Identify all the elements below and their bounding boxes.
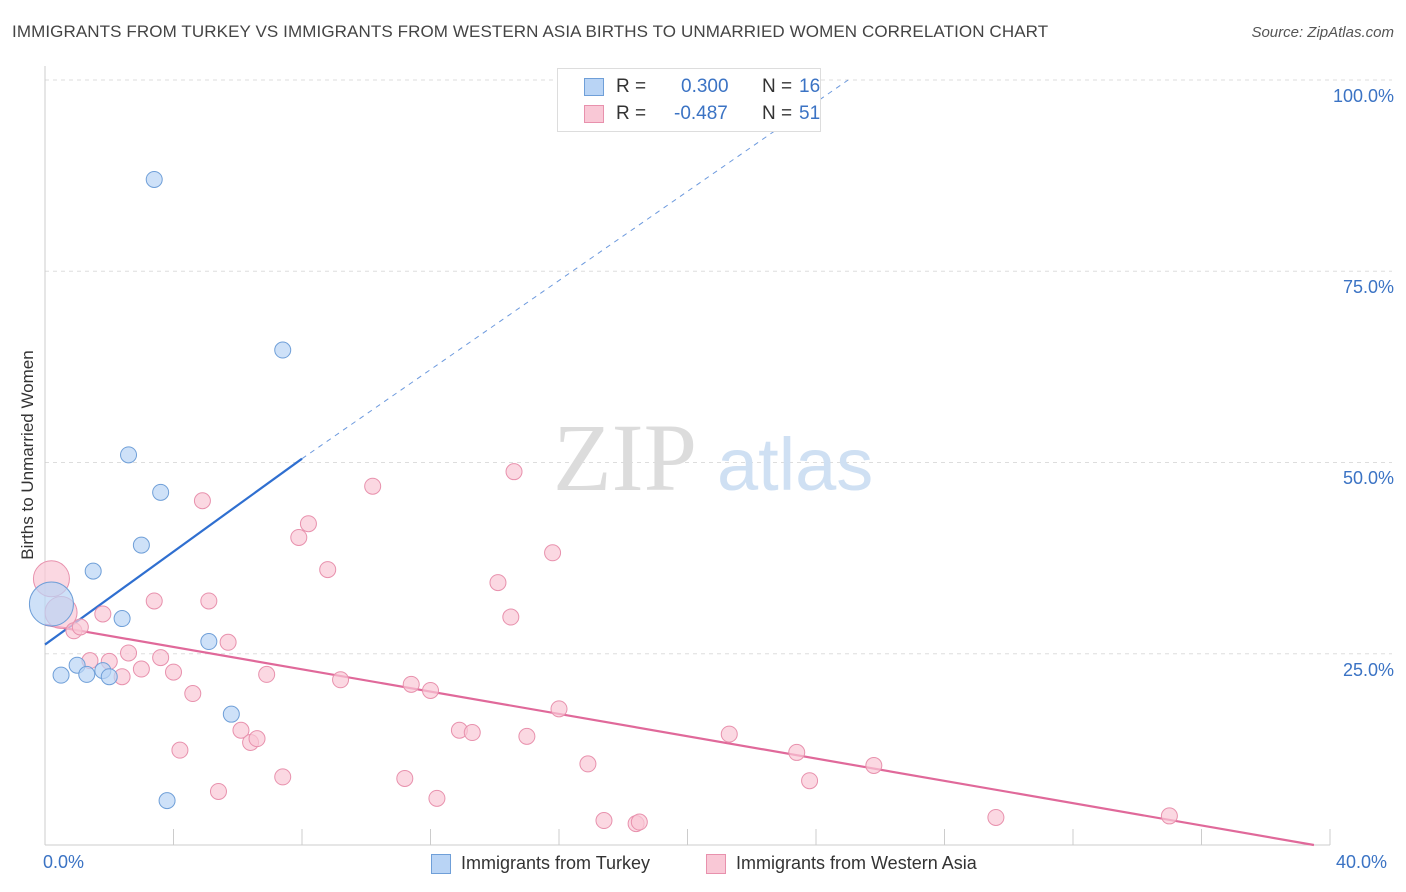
series-swatch-western-asia: [706, 854, 726, 874]
point-turkey: [52, 666, 70, 684]
point-western-asia: [132, 660, 150, 678]
point-turkey: [120, 446, 138, 464]
point-western-asia: [364, 477, 382, 495]
point-turkey: [274, 341, 292, 359]
data-points: [28, 170, 1178, 833]
point-western-asia: [209, 782, 227, 800]
point-western-asia: [630, 813, 648, 831]
point-western-asia: [193, 492, 211, 510]
watermark-atlas: atlas: [717, 423, 873, 506]
point-western-asia: [579, 755, 597, 773]
series-label-turkey: Immigrants from Turkey: [461, 853, 651, 873]
point-western-asia: [801, 772, 819, 790]
point-western-asia: [120, 644, 138, 662]
point-western-asia: [165, 663, 182, 681]
series-label-western-asia: Immigrants from Western Asia: [736, 853, 977, 873]
legend-n-label: N =: [762, 76, 793, 97]
point-western-asia: [145, 592, 163, 610]
legend-r-label: R =: [616, 76, 647, 97]
point-western-asia: [319, 561, 337, 579]
point-western-asia: [396, 769, 414, 787]
x-tick-min: 0.0%: [43, 852, 85, 872]
point-western-asia: [505, 463, 523, 481]
point-western-asia: [428, 789, 446, 807]
y-tick-50: 50.0%: [1342, 468, 1394, 488]
y-tick-100: 100.0%: [1332, 86, 1394, 106]
point-western-asia: [258, 665, 276, 683]
x-tick-max: 40.0%: [1336, 852, 1388, 872]
legend-swatch-western-asia: [584, 105, 604, 123]
point-western-asia: [290, 528, 308, 546]
point-western-asia: [865, 756, 883, 774]
legend-n-label: N =: [762, 103, 793, 124]
chart-title: IMMIGRANTS FROM TURKEY VS IMMIGRANTS FRO…: [12, 22, 1049, 41]
point-western-asia: [550, 700, 568, 718]
point-western-asia: [402, 675, 420, 693]
point-western-asia: [219, 633, 237, 651]
trend-line-western-asia: [44, 623, 1315, 847]
point-western-asia: [489, 574, 507, 592]
trend-line-turkey-extension: [301, 79, 849, 460]
point-turkey: [78, 665, 96, 683]
point-western-asia: [422, 681, 439, 699]
point-turkey: [28, 581, 74, 627]
point-western-asia: [184, 685, 202, 703]
watermark-zip: ZIP: [553, 404, 697, 511]
y-axis-label: Births to Unmarried Women: [18, 350, 37, 560]
point-western-asia: [788, 743, 806, 761]
point-turkey: [158, 792, 176, 810]
axes: [44, 66, 1331, 846]
point-western-asia: [274, 768, 292, 786]
point-western-asia: [332, 671, 350, 689]
y-tick-25: 25.0%: [1342, 660, 1394, 680]
point-turkey: [84, 562, 102, 580]
point-turkey: [222, 705, 240, 723]
point-western-asia: [200, 592, 218, 610]
legend-r-value: 0.300: [681, 76, 729, 97]
legend-r-label: R =: [616, 103, 647, 124]
source-credit: Source: ZipAtlas.com: [1251, 24, 1394, 41]
point-western-asia: [171, 741, 189, 759]
point-turkey: [100, 668, 118, 686]
point-turkey: [132, 536, 150, 554]
trend-lines: [44, 79, 1315, 847]
legend-n-value: 51: [799, 103, 821, 124]
legend-n-value: 16: [799, 76, 821, 97]
y-tick-75: 75.0%: [1342, 277, 1394, 297]
point-western-asia: [720, 725, 738, 743]
point-western-asia: [518, 727, 536, 745]
legend-r-value: -0.487: [674, 103, 728, 124]
point-western-asia: [94, 605, 112, 623]
grid-lines: [45, 79, 1392, 655]
point-western-asia: [987, 808, 1005, 826]
point-turkey: [113, 610, 131, 628]
point-western-asia: [71, 618, 89, 636]
point-turkey: [200, 633, 218, 651]
point-western-asia: [152, 649, 170, 667]
point-western-asia: [463, 724, 481, 742]
series-swatch-turkey: [431, 854, 451, 874]
point-turkey: [152, 483, 170, 501]
point-turkey: [145, 170, 163, 188]
stats-legend: R = 0.300 N = 16 R = -0.487 N = 51: [557, 68, 821, 132]
legend-swatch-turkey: [584, 78, 604, 96]
point-western-asia: [595, 812, 613, 830]
point-western-asia: [502, 608, 520, 626]
watermark: ZIP atlas: [553, 404, 873, 511]
point-western-asia: [1160, 807, 1178, 825]
point-western-asia: [248, 730, 266, 748]
trend-line-turkey: [44, 457, 303, 646]
point-western-asia: [299, 515, 317, 533]
point-western-asia: [232, 721, 250, 739]
point-western-asia: [544, 544, 562, 562]
